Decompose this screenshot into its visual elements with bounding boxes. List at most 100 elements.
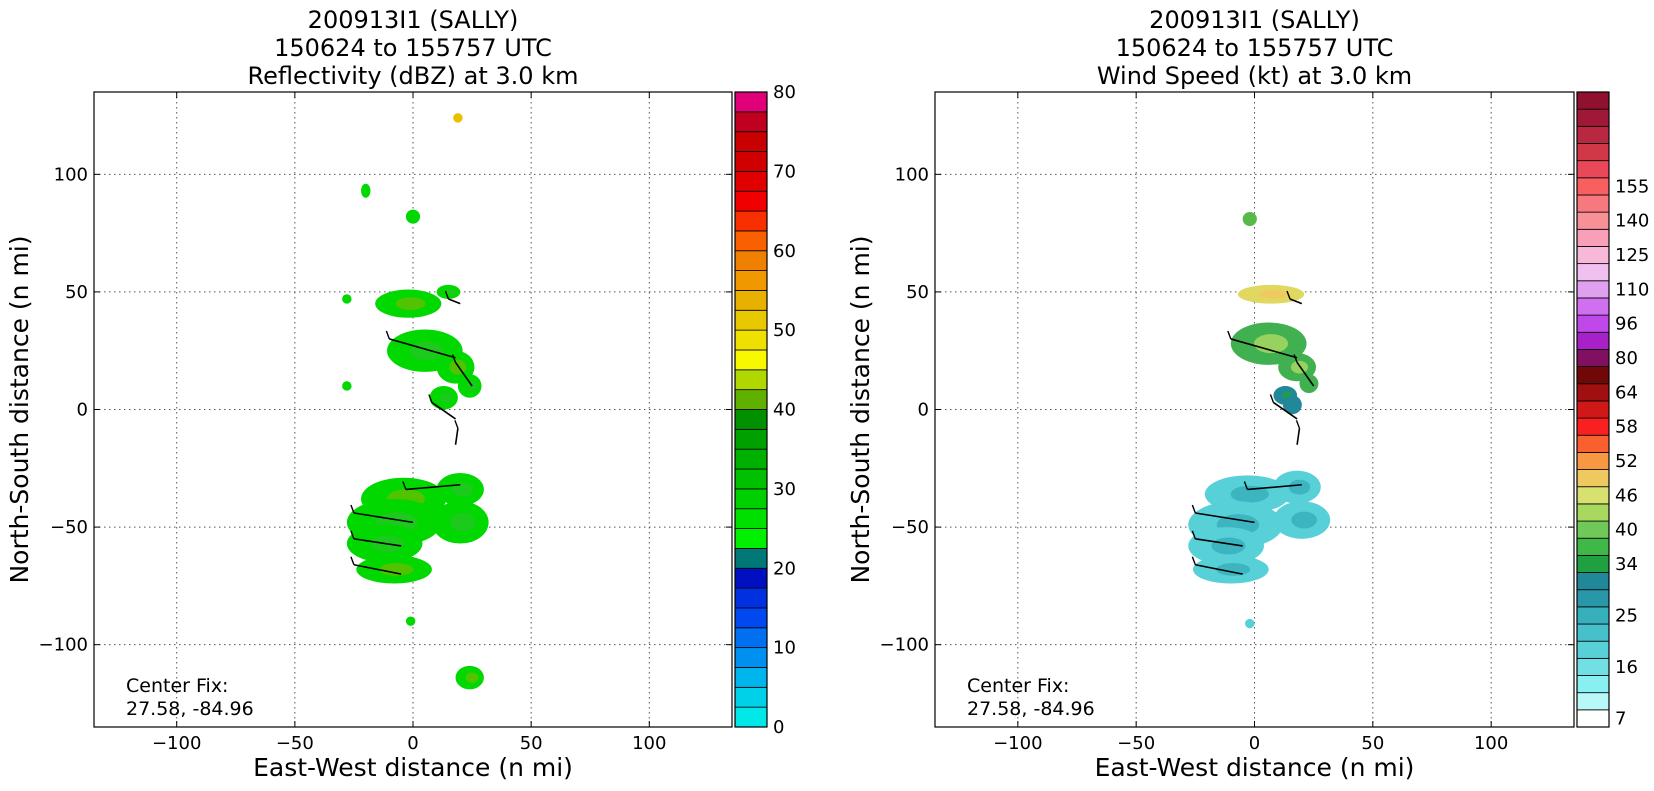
colorbar-bin [1576, 383, 1610, 402]
colorbar-bin [1576, 246, 1610, 265]
x-tick-label: −100 [152, 733, 201, 754]
echo-core [439, 392, 453, 404]
colorbar-bin [1576, 194, 1610, 213]
x-tick-label: 0 [1249, 733, 1260, 754]
chart-title-line: 150624 to 155757 UTC [274, 34, 552, 62]
y-tick-label: −50 [50, 517, 88, 538]
chart-title-line: 150624 to 155757 UTC [1116, 34, 1394, 62]
colorbar-bin [734, 647, 768, 668]
colorbar-bin [1576, 177, 1610, 196]
colorbar-bin [734, 230, 768, 252]
echo-core [1230, 485, 1269, 503]
colorbar-bin [1576, 211, 1610, 230]
colorbar-bin [734, 389, 768, 410]
wind-barb [1296, 428, 1301, 445]
colorbar-bin [734, 686, 768, 708]
colorbar-frame [1576, 91, 1610, 728]
field-layer [1188, 211, 1331, 629]
colorbar-bin [734, 270, 768, 291]
chart-title-line: Wind Speed (kt) at 3.0 km [1097, 62, 1412, 90]
wind-barb [448, 298, 461, 305]
colorbar-tick-label: 20 [773, 558, 796, 579]
wind-barb-flag [428, 394, 433, 403]
wind-barb [1230, 338, 1298, 359]
colorbar-tick-label: 110 [1615, 279, 1649, 300]
colorbar-bin [1576, 280, 1610, 299]
wind-barb [389, 338, 456, 359]
colorbar-tick-label: 25 [1615, 605, 1638, 626]
colorbar-bin [734, 567, 768, 589]
center-fix-annotation: Center Fix: [967, 675, 1069, 697]
echo-region [361, 183, 371, 198]
chart-title-line: 200913I1 (SALLY) [308, 6, 519, 34]
colorbar-bin [1576, 434, 1610, 453]
echo-core [445, 288, 457, 296]
colorbar-bin [1576, 331, 1610, 350]
colorbar-bin [734, 111, 768, 133]
colorbar-bin [1576, 675, 1610, 694]
colorbar-bin [734, 290, 768, 311]
x-axis-label: East-West distance (n mi) [253, 753, 573, 782]
colorbar-bin [734, 369, 768, 391]
colorbar-tick-label: 80 [773, 82, 796, 103]
y-tick-label: −50 [891, 517, 929, 538]
colorbar-tick-label: 7 [1615, 708, 1626, 729]
colorbar-bin [734, 349, 768, 371]
colorbar-bin [1576, 709, 1610, 728]
colorbar-bin [1576, 589, 1610, 608]
colorbar-bin [1576, 349, 1610, 367]
colorbar-bin [1576, 692, 1610, 711]
chart-title-line: 200913I1 (SALLY) [1149, 6, 1360, 34]
colorbar-tick-label: 50 [773, 320, 796, 341]
colorbar-tick-label: 155 [1615, 176, 1649, 197]
wind-barb-flag [350, 530, 355, 540]
echo-region [1282, 395, 1302, 415]
colorbar-bin [734, 309, 768, 331]
y-tick-label: −100 [39, 635, 88, 656]
wind-barb-flag [1269, 394, 1275, 403]
colorbar-bin [1576, 314, 1610, 333]
colorbar-bin [1576, 91, 1610, 110]
field-layer [342, 113, 489, 690]
colorbar-tick-label: 30 [773, 479, 796, 500]
reflectivity-panel: 200913I1 (SALLY)150624 to 155757 UTCRefl… [5, 6, 796, 782]
echo-core [449, 512, 476, 532]
colorbar-bin [734, 329, 768, 351]
colorbar-bin [1576, 452, 1610, 470]
colorbar-bin [734, 448, 768, 470]
wind-barb-flag [444, 290, 450, 300]
x-tick-label: −50 [276, 733, 314, 754]
center-fix-annotation: Center Fix: [126, 675, 228, 697]
wind-barb [431, 401, 456, 420]
y-tick-label: 100 [54, 164, 88, 185]
y-tick-label: 50 [65, 282, 88, 303]
colorbar-tick-label: 40 [773, 400, 796, 421]
colorbar-bin [1576, 469, 1610, 488]
colorbar-tick-label: 52 [1615, 451, 1638, 472]
colorbar-tick-label: 58 [1615, 417, 1638, 438]
colorbar-tick-label: 96 [1615, 314, 1638, 335]
echo-region [1299, 374, 1319, 394]
colorbar-bin [734, 190, 768, 212]
wind-barb-flag [1191, 556, 1196, 565]
x-tick-label: −100 [993, 733, 1042, 754]
colorbar-bin [734, 468, 768, 490]
colorbar-bin [734, 627, 768, 649]
colorbar-bin [1576, 297, 1610, 316]
colorbar-bin [1576, 623, 1610, 642]
colorbar-bin [734, 170, 768, 192]
wind-barb-flag [451, 354, 457, 363]
colorbar-tick-label: 46 [1615, 485, 1638, 506]
wind-barb-flag [350, 504, 355, 514]
y-tick-label: −100 [880, 635, 929, 656]
echo-region [405, 616, 416, 626]
colorbar-bin [734, 607, 768, 629]
colorbar-bin [734, 587, 768, 609]
colorbar-bin [1576, 486, 1610, 505]
y-axis-label: North-South distance (n mi) [5, 235, 34, 583]
center-fix-annotation: 27.58, -84.96 [967, 698, 1095, 720]
x-tick-label: −50 [1117, 733, 1155, 754]
colorbar-bin [734, 210, 768, 232]
